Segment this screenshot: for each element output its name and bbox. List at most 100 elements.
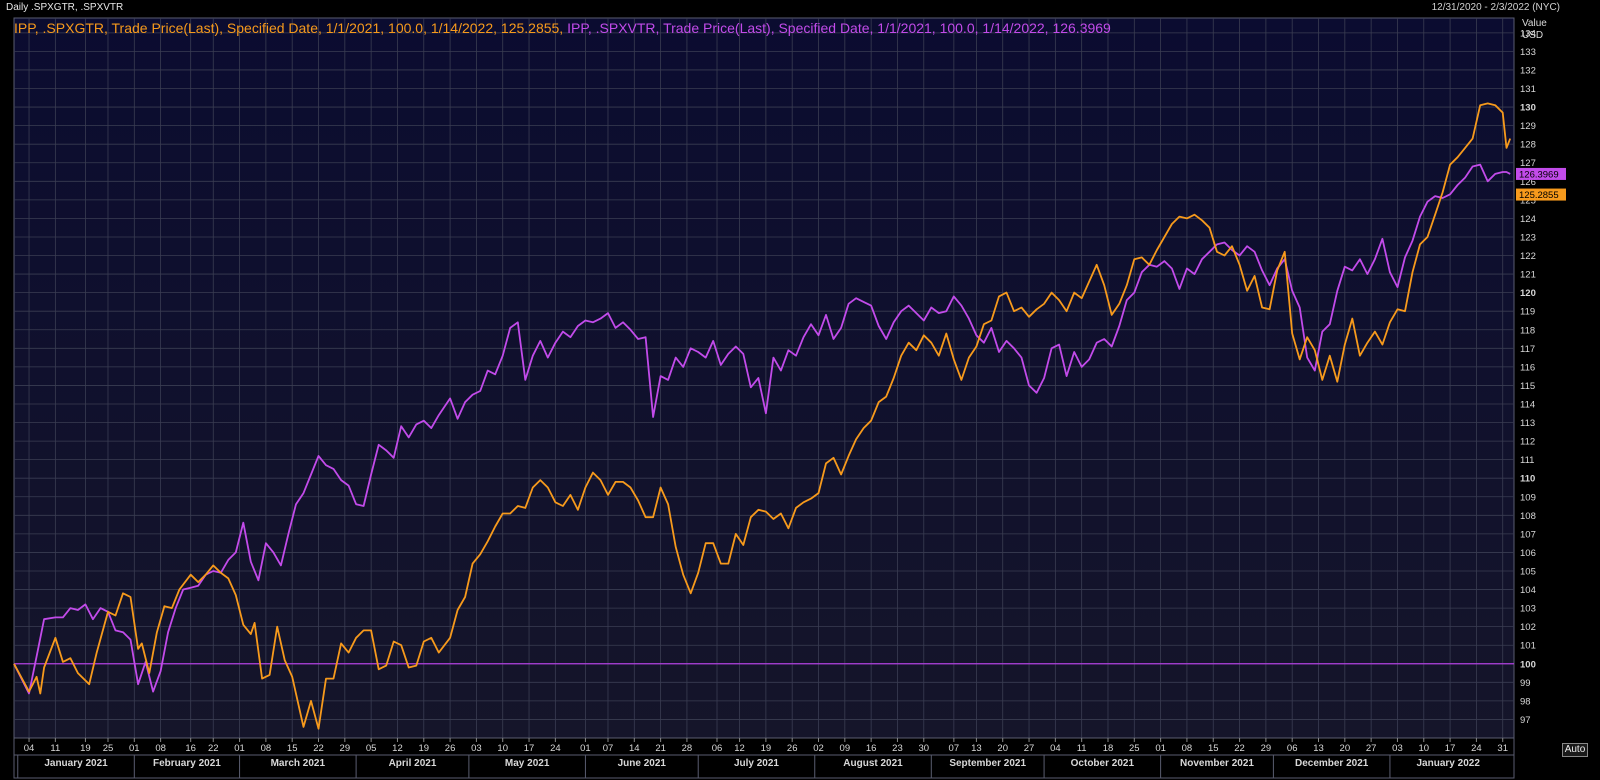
y-tick-label: 100 — [1520, 659, 1536, 670]
month-label: December 2021 — [1295, 758, 1369, 769]
x-tick-label: 10 — [497, 743, 508, 754]
last-value-tags: 126.3969 125.2855 — [1516, 167, 1566, 201]
y-tick-label: 110 — [1520, 474, 1535, 485]
month-label: November 2021 — [1180, 758, 1254, 769]
value-tag-box — [1516, 188, 1566, 201]
y-tick-label: 115 — [1520, 381, 1535, 392]
x-tick-label: 15 — [287, 743, 298, 754]
month-label: August 2021 — [843, 758, 903, 769]
series-line-spxgtr — [13, 102, 1512, 730]
y-tick-label: 129 — [1520, 121, 1536, 132]
month-label: September 2021 — [949, 758, 1026, 769]
y-axis: 97 98 99 100 101 102 103 104 105 106 107 108 109 110 1… — [1520, 28, 1536, 726]
series-layer — [13, 102, 1512, 730]
y-tick-label: 120 — [1520, 288, 1536, 299]
y-tick-label: 103 — [1520, 604, 1536, 615]
x-tick-label: 08 — [155, 743, 166, 754]
x-tick-label: 01 — [129, 743, 140, 754]
y-tick-label: 118 — [1520, 325, 1535, 336]
x-tick-label: 08 — [261, 743, 272, 754]
month-label: January 2021 — [44, 758, 108, 769]
x-axis: 04 11 19 25 01 08 16 22 01 08 15 22 29 05 12 19 26 03 10 17… — [13, 737, 1515, 779]
x-tick-label: 19 — [418, 743, 429, 754]
y-tick-label: 126 — [1520, 177, 1536, 188]
auto-scale-button[interactable]: Auto — [1562, 743, 1588, 757]
y-axis-title-currency: USD — [1522, 30, 1543, 41]
y-tick-label: 97 — [1520, 715, 1531, 726]
legend-entry-spxgtr: IPP, .SPXGTR, Trade Price(Last), Specifi… — [14, 20, 568, 36]
x-tick-label: 16 — [866, 743, 877, 754]
chart-title: Daily .SPXGTR, .SPXVTR — [6, 2, 124, 13]
last-value-tag-spxgtr: 125.2855 — [1516, 188, 1566, 201]
x-tick-label: 22 — [313, 743, 324, 754]
x-tick-label: 15 — [1208, 743, 1219, 754]
x-tick-label: 05 — [366, 743, 377, 754]
grid — [14, 18, 1514, 738]
y-tick-label: 119 — [1520, 307, 1535, 318]
y-tick-label: 122 — [1520, 251, 1536, 262]
x-tick-label: 07 — [949, 743, 960, 754]
x-tick-label: 13 — [1313, 743, 1324, 754]
y-tick-label: 121 — [1520, 270, 1536, 281]
month-label: October 2021 — [1071, 758, 1135, 769]
y-tick-label: 111 — [1520, 455, 1534, 466]
x-tick-label: 25 — [103, 743, 114, 754]
x-tick-label: 18 — [1103, 743, 1114, 754]
x-tick-label: 26 — [787, 743, 798, 754]
value-tag-text: 126.3969 — [1519, 169, 1559, 180]
x-tick-label: 24 — [1471, 743, 1482, 754]
x-tick-label: 10 — [1418, 743, 1429, 754]
x-tick-label: 03 — [1392, 743, 1403, 754]
y-tick-label: 131 — [1520, 84, 1536, 95]
x-tick-label: 20 — [1340, 743, 1351, 754]
y-tick-label: 99 — [1520, 678, 1531, 689]
x-tick-label: 28 — [682, 743, 693, 754]
y-tick-label: 123 — [1520, 232, 1536, 243]
x-tick-label: 30 — [918, 743, 929, 754]
x-tick-label: 07 — [603, 743, 614, 754]
x-tick-label: 31 — [1497, 743, 1508, 754]
month-label: April 2021 — [389, 758, 437, 769]
y-tick-label: 130 — [1520, 103, 1536, 114]
x-tick-label: 11 — [50, 743, 60, 754]
y-tick-label: 134 — [1520, 28, 1536, 39]
x-tick-label: 23 — [892, 743, 903, 754]
month-label: January 2022 — [1417, 758, 1481, 769]
x-tick-label: 29 — [340, 743, 351, 754]
x-tick-label: 01 — [580, 743, 591, 754]
x-tick-label: 20 — [997, 743, 1008, 754]
y-tick-label: 105 — [1520, 566, 1536, 577]
y-tick-label: 117 — [1520, 344, 1535, 355]
month-label: March 2021 — [271, 758, 326, 769]
month-label: February 2021 — [153, 758, 221, 769]
x-tick-label: 25 — [1129, 743, 1140, 754]
x-tick-label: 22 — [208, 743, 219, 754]
last-value-tag-spxvtr: 126.3969 — [1516, 167, 1566, 180]
x-tick-label: 02 — [813, 743, 824, 754]
x-tick-label: 21 — [655, 743, 666, 754]
x-axis-band — [13, 737, 1515, 779]
value-tag-text: 125.2855 — [1519, 190, 1559, 201]
x-tick-label: 27 — [1024, 743, 1035, 754]
x-tick-label: 17 — [1445, 743, 1456, 754]
y-tick-label: 125 — [1520, 195, 1536, 206]
month-label: May 2021 — [505, 758, 550, 769]
x-tick-label: 17 — [524, 743, 535, 754]
y-tick-label: 128 — [1520, 140, 1536, 151]
y-tick-label: 104 — [1520, 585, 1536, 596]
x-tick-label: 16 — [185, 743, 196, 754]
x-tick-label: 01 — [234, 743, 245, 754]
x-tick-label: 26 — [445, 743, 456, 754]
y-tick-label: 133 — [1520, 47, 1536, 58]
date-range: 12/31/2020 - 2/3/2022 (NYC) — [1431, 2, 1560, 13]
x-tick-label: 09 — [840, 743, 851, 754]
legend-entry-spxvtr: IPP, .SPXVTR, Trade Price(Last), Specifi… — [567, 20, 1111, 36]
x-tick-label: 29 — [1261, 743, 1272, 754]
value-tag-box — [1516, 167, 1566, 180]
x-tick-label: 19 — [761, 743, 772, 754]
x-tick-label: 08 — [1182, 743, 1193, 754]
x-tick-label: 06 — [1287, 743, 1298, 754]
x-tick-label: 04 — [1050, 743, 1061, 754]
y-tick-label: 127 — [1520, 158, 1536, 169]
